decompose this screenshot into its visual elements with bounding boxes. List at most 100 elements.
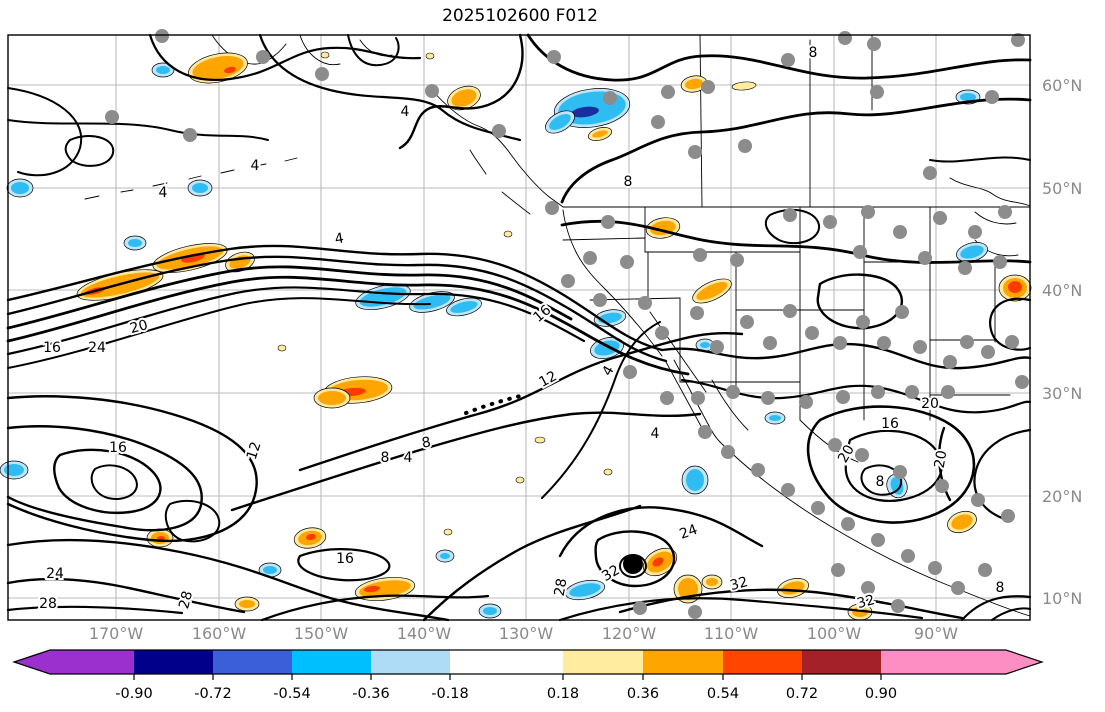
contour-line: [6, 425, 203, 532]
station-dot: [601, 215, 615, 229]
colorbar-band: [213, 650, 292, 674]
lon-tick-label: 100°W: [807, 624, 862, 643]
anomaly-patch: [549, 114, 571, 130]
contour-label: 24: [678, 522, 700, 543]
station-dot: [841, 517, 855, 531]
lon-tick-label: 150°W: [294, 624, 349, 643]
station-dot: [960, 335, 974, 349]
anomaly-patch: [277, 344, 287, 352]
lat-tick-label: 50°N: [1042, 179, 1082, 198]
lon-tick-label: 170°W: [89, 624, 144, 643]
station-dot: [726, 385, 740, 399]
station-dot: [545, 201, 559, 215]
contour-label: 4: [251, 158, 260, 174]
station-dot: [688, 605, 702, 619]
station-dot: [923, 166, 937, 180]
station-dot: [730, 253, 744, 267]
contour-lines: [6, 33, 1032, 622]
anomaly-patch: [960, 245, 984, 259]
colorbar-left-arrow: [14, 650, 50, 674]
station-dot: [691, 391, 705, 405]
lon-tick-label: 160°W: [192, 624, 247, 643]
anomaly-patch: [515, 476, 525, 484]
lon-tick-label: 130°W: [499, 624, 554, 643]
anomaly-patch: [503, 230, 513, 238]
station-dot: [690, 306, 704, 320]
coastline-path: [469, 149, 487, 175]
anomaly-patch: [451, 89, 477, 107]
station-dot: [655, 326, 669, 340]
anomaly-patch-core: [181, 253, 205, 263]
anomaly-patch-core: [157, 536, 165, 540]
anomaly-patch: [686, 469, 704, 491]
station-dot: [620, 255, 634, 269]
station-dot: [935, 479, 949, 493]
anomaly-patch: [450, 301, 478, 313]
colorbar-outline: [12, 649, 1044, 675]
contour-label: 24: [88, 340, 106, 356]
anomaly-patch: [678, 578, 698, 600]
contour-label: 20: [921, 396, 939, 412]
station-dot: [855, 448, 869, 462]
anomaly-patch: [128, 239, 142, 247]
contour-label: 8: [996, 580, 1005, 596]
contour-label: 4: [401, 104, 410, 120]
contour-line: [991, 607, 1031, 621]
station-dot: [688, 145, 702, 159]
station-dot: [871, 533, 885, 547]
station-dot: [871, 385, 885, 399]
contour-line: [6, 265, 573, 330]
coastline-path: [84, 157, 298, 200]
contour-line: [6, 395, 258, 543]
anomaly-patch: [483, 607, 497, 615]
station-dot: [943, 355, 957, 369]
anomaly-patch: [239, 600, 255, 608]
station-dot: [805, 326, 819, 340]
map-frame: [7, 34, 1031, 621]
lat-tick-label: 40°N: [1042, 281, 1082, 300]
colorbar-band: [450, 650, 563, 674]
station-dot: [256, 50, 270, 64]
station-dot: [651, 115, 665, 129]
station-dot: [870, 85, 884, 99]
coastline-path: [429, 87, 564, 208]
station-dot: [993, 255, 1007, 269]
station-dot: [710, 340, 724, 354]
station-dot: [918, 251, 932, 265]
contour-line: [6, 255, 668, 363]
station-dot: [738, 139, 752, 153]
contour-line: [660, 342, 1032, 370]
station-dot: [763, 336, 777, 350]
station-dot: [811, 501, 825, 515]
station-dot: [893, 225, 907, 239]
contour-label: 28: [176, 589, 196, 610]
station-dot: [1011, 33, 1025, 47]
station-dot: [971, 493, 985, 507]
coastline-path: [665, 359, 721, 443]
station-dot: [638, 296, 652, 310]
station-dot: [985, 90, 999, 104]
station-dot: [701, 80, 715, 94]
grid-lines: [8, 35, 1030, 620]
colorbar-band: [50, 650, 134, 674]
contour-line: [938, 426, 952, 502]
contour-label: 32: [855, 592, 876, 612]
station-dot: [828, 438, 842, 452]
colorbar-band: [723, 650, 802, 674]
contour-label: 16: [109, 440, 127, 456]
station-dot: [933, 211, 947, 225]
station-dot: [183, 128, 197, 142]
colorbar-band: [802, 650, 881, 674]
station-dot: [856, 315, 870, 329]
colorbar-tick-label: 0.54: [707, 686, 739, 702]
anomaly-patch-core: [571, 106, 599, 118]
colorbar-band: [134, 650, 213, 674]
colorbar-band: [371, 650, 450, 674]
station-dot: [603, 91, 617, 105]
contour-line: [6, 577, 246, 614]
contour-line: [541, 321, 661, 499]
anomaly-patch: [534, 436, 546, 444]
lon-tick-label: 140°W: [397, 624, 452, 643]
anomaly-patch: [685, 78, 703, 90]
